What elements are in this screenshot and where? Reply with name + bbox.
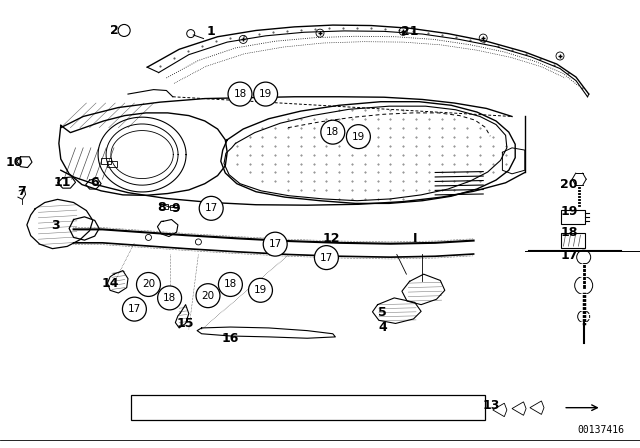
Circle shape: [157, 286, 182, 310]
Text: 19: 19: [259, 89, 272, 99]
Text: 17: 17: [269, 239, 282, 249]
Text: 16: 16: [221, 332, 239, 345]
Circle shape: [218, 272, 243, 297]
Text: 20: 20: [142, 280, 155, 289]
Circle shape: [199, 196, 223, 220]
Text: 19: 19: [352, 132, 365, 142]
Circle shape: [122, 297, 147, 321]
Text: 18: 18: [560, 226, 578, 240]
Text: 17: 17: [128, 304, 141, 314]
Text: 18: 18: [234, 89, 246, 99]
Text: 9: 9: [172, 202, 180, 215]
Text: 14: 14: [102, 276, 120, 290]
Text: 20: 20: [202, 291, 214, 301]
Circle shape: [228, 82, 252, 106]
Text: 18: 18: [326, 127, 339, 137]
Text: 18: 18: [163, 293, 176, 303]
Circle shape: [314, 246, 339, 270]
Circle shape: [253, 82, 278, 106]
Text: 7: 7: [17, 185, 26, 198]
Bar: [107, 160, 117, 167]
Circle shape: [136, 272, 161, 297]
Bar: [160, 204, 168, 209]
Text: I: I: [412, 232, 417, 245]
Text: 21: 21: [401, 25, 419, 38]
Bar: [561, 233, 586, 248]
Bar: [561, 210, 586, 224]
Text: 2: 2: [109, 24, 118, 37]
Circle shape: [248, 278, 273, 302]
Text: 20: 20: [560, 178, 578, 191]
Text: 17: 17: [560, 249, 578, 262]
Text: 19: 19: [560, 205, 578, 219]
Text: 1: 1: [207, 25, 216, 38]
Circle shape: [321, 120, 345, 144]
Text: 12: 12: [323, 232, 340, 245]
Bar: [131, 395, 485, 420]
Text: 15: 15: [177, 317, 195, 330]
Text: 8: 8: [157, 201, 166, 215]
Text: 10: 10: [5, 155, 23, 169]
Text: 17: 17: [205, 203, 218, 213]
Text: 5: 5: [378, 306, 387, 319]
Text: 6: 6: [90, 176, 99, 189]
Text: 18: 18: [224, 280, 237, 289]
Circle shape: [346, 125, 371, 149]
Bar: [100, 158, 111, 164]
Bar: [170, 206, 178, 211]
Text: 00137416: 00137416: [577, 426, 624, 435]
Text: 11: 11: [54, 176, 72, 189]
Text: 3: 3: [51, 219, 60, 232]
Text: 13: 13: [483, 399, 500, 413]
Circle shape: [263, 232, 287, 256]
Circle shape: [196, 284, 220, 308]
Text: 17: 17: [320, 253, 333, 263]
Text: 4: 4: [378, 321, 387, 335]
Text: 19: 19: [254, 285, 267, 295]
